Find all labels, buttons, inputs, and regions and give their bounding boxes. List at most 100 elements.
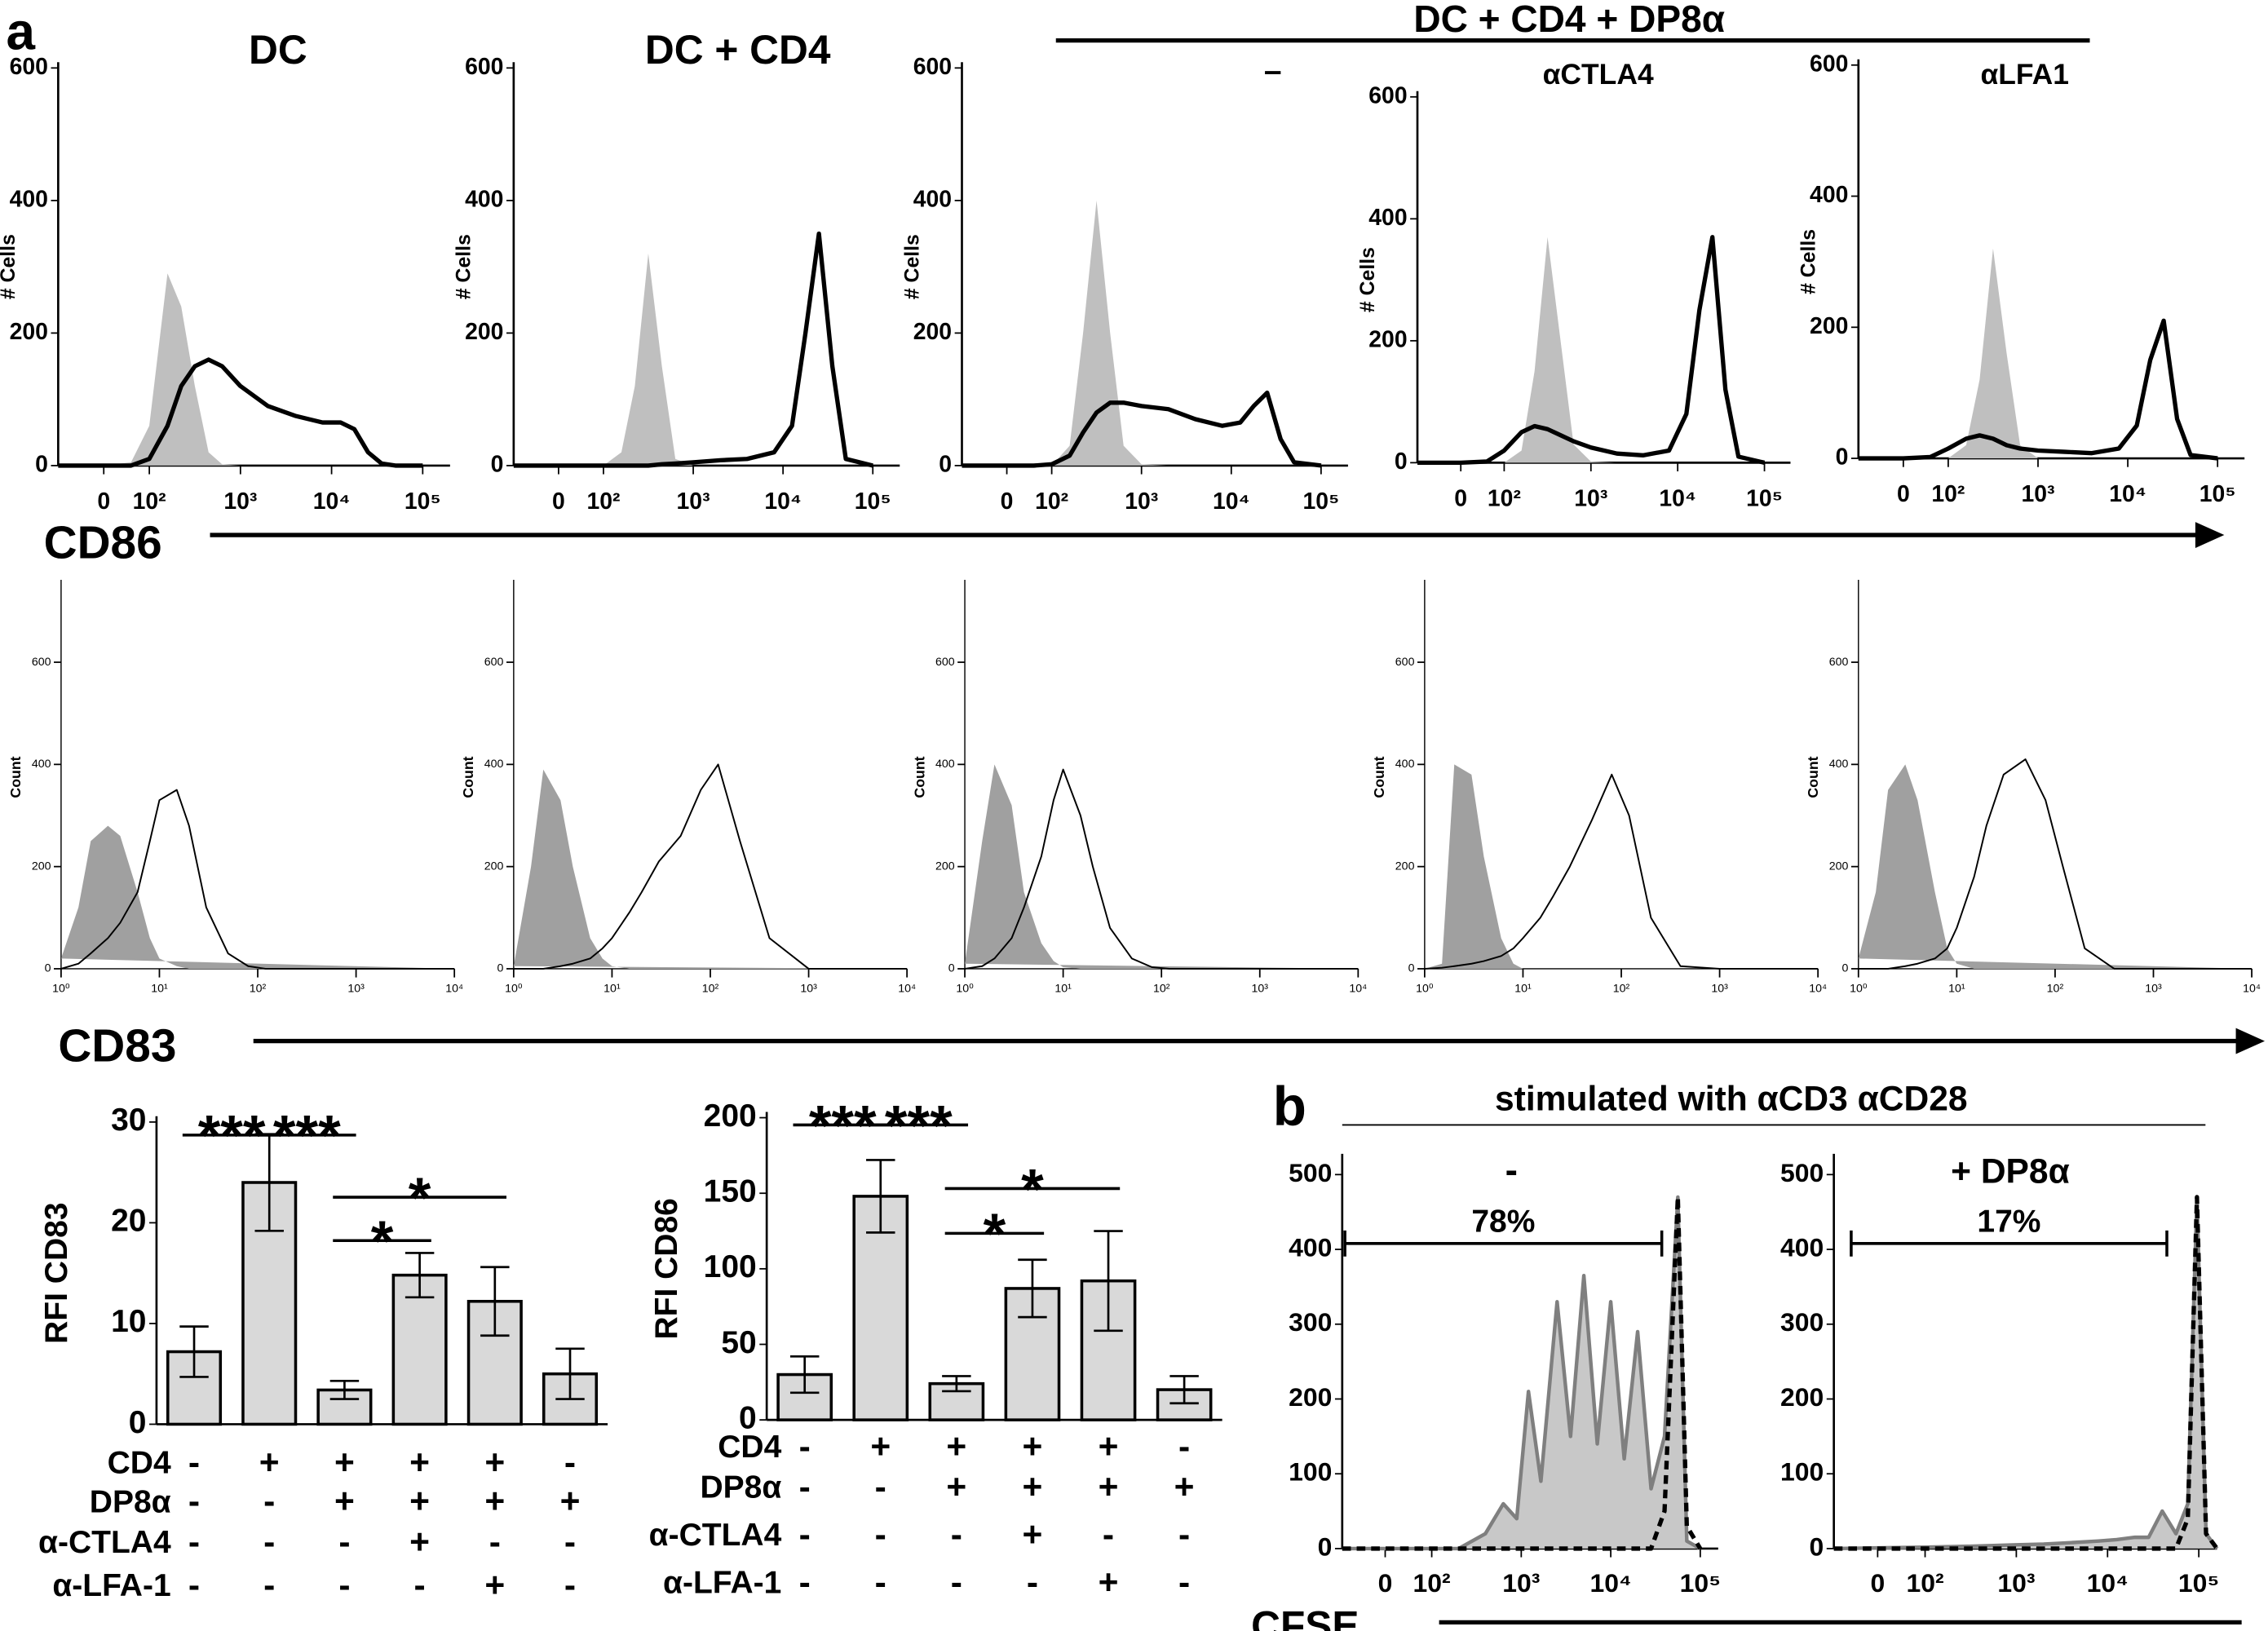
x-tick-label: 10² [250,982,267,995]
y-axis-label: # Cells [453,234,475,299]
x-tick-label: 10¹ [1514,982,1532,995]
condition-sign: - [799,1515,811,1554]
x-tick-label: 10⁵ [1302,488,1339,515]
condition-sign: + [409,1523,430,1562]
x-tick-label: 10⁴ [1349,982,1367,995]
condition-sign: - [489,1523,501,1562]
y-tick-label: 0 [1836,444,1849,471]
condition-sign: + [946,1427,966,1466]
condition-sign: - [1178,1427,1190,1466]
significance-label: *** [273,1104,341,1169]
y-tick-label: 200 [32,860,51,873]
y-axis-label: # Cells [1798,229,1820,294]
condition-sign: - [1178,1515,1190,1554]
y-tick-label: 0 [129,1405,147,1440]
y-tick-label: 0 [497,962,504,975]
condition-sign: - [263,1566,275,1605]
condition-sign: - [1027,1562,1038,1602]
panel-label: a [7,2,36,60]
y-axis-label: Count [460,756,476,798]
significance-label: *** [809,1094,877,1158]
histogram-line [1424,773,1819,970]
condition-sign: + [560,1482,581,1521]
y-tick-label: 100 [1780,1457,1824,1487]
condition-sign: + [484,1482,505,1521]
condition-sign: - [799,1562,811,1602]
x-tick-label: 10⁴ [2087,1568,2129,1598]
gate-label: 78% [1471,1204,1535,1240]
filled-histogram [1858,764,2253,969]
y-tick-label: 500 [1289,1158,1332,1187]
y-tick-label: 200 [935,860,955,873]
y-tick-label: 200 [913,319,952,345]
y-tick-label: 100 [704,1249,757,1284]
condition-sign: - [564,1523,576,1562]
x-tick-label: 10⁰ [505,982,523,995]
x-tick-label: 10⁴ [898,982,916,995]
panel-title: αLFA1 [1980,58,2068,91]
x-tick-label: 10² [133,488,166,515]
x-tick-label: 10⁵ [2199,481,2236,507]
x-tick-label: 10³ [677,488,710,515]
histogram-line [60,789,455,970]
y-tick-label: 400 [10,186,48,212]
panel-title: DC + CD4 [645,27,831,73]
condition-label: CD4 [108,1445,171,1480]
y-tick-label: 200 [1780,1382,1824,1412]
condition-label: DP8α [700,1470,781,1505]
condition-sign: - [951,1515,962,1554]
x-tick-label: 10⁰ [1850,982,1868,995]
y-tick-label: 400 [1395,758,1415,771]
x-tick-label: 0 [1454,486,1467,512]
x-tick-label: 10⁵ [405,488,441,515]
x-tick-label: 10³ [2145,982,2162,995]
condition-sign: - [1178,1562,1190,1602]
y-tick-label: 200 [1829,860,1849,873]
condition-sign: + [1023,1467,1043,1506]
x-tick-label: 10⁵ [1746,486,1783,512]
condition-sign: - [188,1443,200,1482]
y-tick-label: 20 [111,1204,146,1239]
condition-sign: - [799,1467,811,1506]
condition-sign: - [1103,1515,1114,1554]
y-tick-label: 400 [1780,1232,1824,1262]
x-tick-label: 10⁴ [1213,488,1250,515]
y-tick-label: 400 [935,758,955,771]
y-tick-label: 0 [1318,1532,1333,1561]
x-tick-label: 10³ [2021,481,2054,507]
condition-sign: - [875,1515,886,1554]
x-tick-label: 10² [2047,982,2064,995]
x-tick-label: 0 [1001,488,1014,515]
y-tick-label: 400 [1829,758,1849,771]
x-tick-label: 10⁴ [313,488,351,515]
y-axis-label: Count [1805,756,1821,798]
x-tick-label: 10⁴ [1809,982,1827,995]
y-tick-label: 400 [465,186,503,212]
y-tick-label: 400 [1810,182,1848,208]
significance-label: * [984,1202,1006,1266]
arrow-head [2195,522,2225,548]
y-axis-label: Count [7,756,24,798]
y-tick-label: 300 [1780,1307,1824,1337]
x-tick-label: 0 [1897,481,1910,507]
x-tick-label: 0 [1870,1568,1885,1598]
y-axis-label: # Cells [1357,247,1379,312]
condition-sign: + [334,1482,355,1521]
y-tick-label: 200 [1289,1382,1332,1412]
y-tick-label: 0 [45,962,51,975]
filled-histogram [1424,764,1819,969]
axis-title: CFSE [1251,1603,1359,1631]
condition-sign: + [1099,1562,1119,1602]
arrow-head [2235,1028,2266,1054]
histogram-line [1342,1195,1703,1551]
x-tick-label: 10³ [223,488,257,515]
panel-title: + DP8α [1951,1151,2070,1191]
x-tick-label: 10⁴ [1659,486,1696,512]
condition-sign: - [263,1482,275,1521]
x-tick-label: 10² [1931,481,1965,507]
y-tick-label: 30 [111,1103,146,1138]
condition-sign: - [263,1523,275,1562]
x-tick-label: 10³ [347,982,365,995]
panel-title: - [1505,1148,1518,1191]
